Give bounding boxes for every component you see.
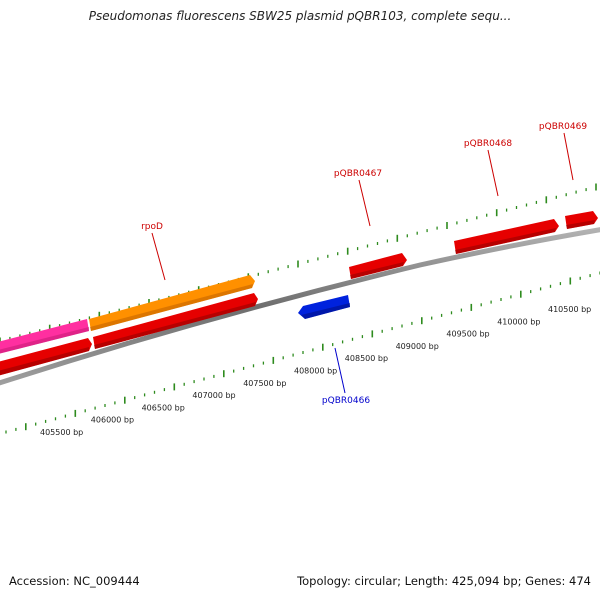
- scale-label: 406000 bp: [91, 416, 134, 425]
- gene-label-rpoD[interactable]: rpoD: [141, 222, 163, 232]
- gene-label-pqbr0468[interactable]: pQBR0468: [464, 139, 512, 149]
- gene-arrow-pink-shade: [0, 327, 89, 354]
- gene-arrow-pqbr0466-shade: [301, 303, 350, 319]
- scale-label: 409000 bp: [396, 342, 439, 351]
- scale-label: 407000 bp: [192, 391, 235, 400]
- scale-label: 405500 bp: [40, 428, 83, 437]
- leader-pqbr0467: [358, 179, 371, 227]
- leader-pqbr0466: [334, 347, 346, 394]
- scale-label: 407500 bp: [243, 379, 286, 388]
- scale-label: 410000 bp: [497, 317, 540, 326]
- gene-arrow-pqbr0468-shade: [455, 228, 556, 254]
- scale-labels: 405500 bp 406000 bp 406500 bp 407000 bp 4075…: [40, 305, 591, 437]
- plasmid-backbone: [0, 227, 600, 386]
- gene-features: [0, 211, 598, 376]
- inner-tick-track: [5, 271, 600, 434]
- leader-rpoD: [151, 232, 166, 281]
- map-title: Pseudomonas fluorescens SBW25 plasmid pQ…: [88, 9, 512, 23]
- gene-labels: rpoD pQBR0466 pQBR0467 pQBR0468 pQBR0469: [141, 122, 587, 406]
- gene-arrow-pqbr0469-shade: [566, 220, 595, 229]
- gene-arrow-rpoD-shade: [90, 284, 253, 331]
- sequence-stats: Topology: circular; Length: 425,094 bp; …: [297, 574, 591, 588]
- scale-label: 406500 bp: [142, 403, 185, 412]
- scale-label: 409500 bp: [446, 330, 489, 339]
- leader-pqbr0468: [487, 149, 499, 197]
- gene-arrow-red-left-shade: [0, 347, 89, 376]
- leader-pqbr0469: [563, 132, 574, 181]
- scale-label: 410500 bp: [548, 305, 591, 314]
- gene-arrow-red-mid-shade: [94, 302, 256, 349]
- scale-label: 408500 bp: [345, 354, 388, 363]
- scale-label: 408000 bp: [294, 367, 337, 376]
- accession-info: Accession: NC_009444: [9, 574, 140, 588]
- gene-label-leaders: [151, 132, 574, 394]
- gene-label-pqbr0467[interactable]: pQBR0467: [334, 169, 382, 179]
- gene-label-pqbr0466[interactable]: pQBR0466: [322, 396, 370, 406]
- gene-arrow-pqbr0467-shade: [350, 262, 404, 279]
- gene-label-pqbr0469[interactable]: pQBR0469: [539, 122, 587, 132]
